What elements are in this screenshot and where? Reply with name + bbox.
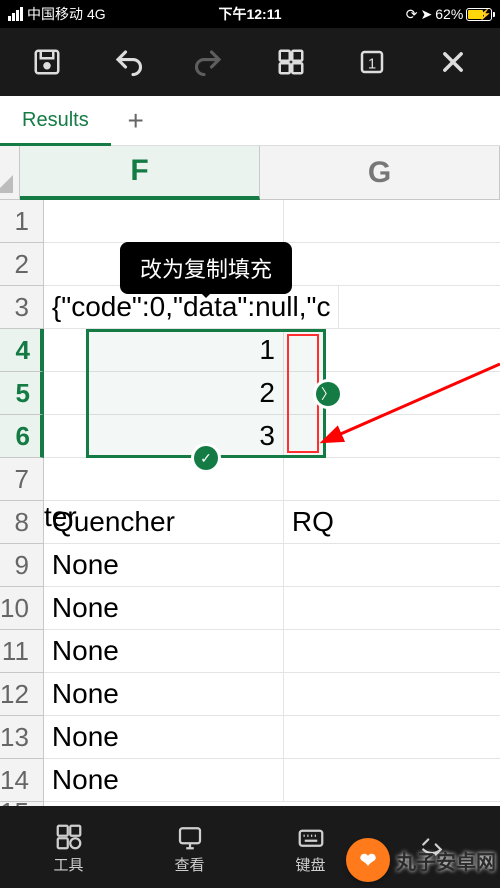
cell[interactable] xyxy=(284,544,500,587)
save-button[interactable] xyxy=(25,40,69,84)
status-right: ⟳ ➤ 62% ⚡ xyxy=(331,6,492,23)
row-header[interactable]: 1 xyxy=(0,200,44,243)
add-tab-button[interactable]: + xyxy=(111,96,161,145)
app-toolbar: 1 xyxy=(0,28,500,96)
signal-icon xyxy=(8,7,23,21)
row-header[interactable]: 11 xyxy=(0,630,44,673)
row-header[interactable]: 2 xyxy=(0,243,44,286)
bottom-tools-button[interactable]: 工具 xyxy=(8,822,129,875)
cell-F8[interactable]: Quencher xyxy=(44,501,284,544)
orientation-lock-icon: ⟳ xyxy=(406,6,418,23)
row-header[interactable]: 9 xyxy=(0,544,44,587)
network-label: 4G xyxy=(87,6,106,22)
cell[interactable] xyxy=(284,243,500,286)
clock: 下午12:11 xyxy=(169,4,330,24)
row-headers: 1 2 3 4 5 6 7 8 9 10 11 12 13 14 15 xyxy=(0,200,44,824)
column-header-F[interactable]: F xyxy=(20,146,260,200)
sheet-button[interactable]: 1 xyxy=(350,40,394,84)
cell-G13[interactable]: 1 xyxy=(284,716,500,759)
cell-F11[interactable]: None xyxy=(44,630,284,673)
cell-F6[interactable]: 3 xyxy=(44,415,284,458)
row-header[interactable]: 7 xyxy=(0,458,44,501)
tab-results[interactable]: Results xyxy=(0,96,111,145)
row-header[interactable]: 13 xyxy=(0,716,44,759)
column-header-G[interactable]: G xyxy=(260,146,500,200)
battery-pct: 62% xyxy=(435,6,463,22)
cell[interactable] xyxy=(284,329,500,372)
row-header[interactable]: 3 xyxy=(0,286,44,329)
cell-G8[interactable]: RQ xyxy=(284,501,500,544)
bottom-view-button[interactable]: 查看 xyxy=(129,822,250,875)
svg-text:1: 1 xyxy=(368,55,376,72)
layout-grid-button[interactable] xyxy=(269,40,313,84)
row-header[interactable]: 5 xyxy=(0,372,44,415)
cell-F4[interactable]: 1 xyxy=(44,329,284,372)
cell[interactable] xyxy=(44,200,284,243)
cell-G14[interactable]: 1 xyxy=(284,759,500,802)
redo-button[interactable] xyxy=(187,40,231,84)
row-header[interactable]: 14 xyxy=(0,759,44,802)
watermark-text: 丸子安卓网 xyxy=(396,846,496,875)
cell-F14[interactable]: None xyxy=(44,759,284,802)
sheet-tabs: Results + xyxy=(0,96,500,146)
select-all-corner[interactable] xyxy=(0,146,20,200)
fill-handle-right[interactable]: 〉 xyxy=(316,382,340,406)
carrier-label: 中国移动 xyxy=(27,4,83,24)
cell-F5[interactable]: 2 xyxy=(44,372,284,415)
cell-G10[interactable]: 1 xyxy=(284,587,500,630)
battery-icon xyxy=(466,8,495,21)
watermark: ❤ 丸子安卓网 xyxy=(346,838,496,882)
cell[interactable] xyxy=(44,458,284,501)
cell-E8-partial: ter xyxy=(44,501,77,533)
undo-button[interactable] xyxy=(106,40,150,84)
cell[interactable] xyxy=(284,200,500,243)
row-header[interactable]: 10 xyxy=(0,587,44,630)
watermark-badge-icon: ❤ xyxy=(346,838,390,882)
cell-F12[interactable]: None xyxy=(44,673,284,716)
cell-F9[interactable]: None xyxy=(44,544,284,587)
fill-handle-bottom[interactable]: ✓ xyxy=(194,446,218,470)
cell[interactable] xyxy=(284,458,500,501)
bottom-label: 查看 xyxy=(174,854,204,875)
row-header[interactable]: 8 xyxy=(0,501,44,544)
status-bar: 中国移动 4G 下午12:11 ⟳ ➤ 62% ⚡ xyxy=(0,0,500,28)
bottom-label: 键盘 xyxy=(295,854,325,875)
column-headers: F G xyxy=(0,146,500,200)
close-button[interactable] xyxy=(431,40,475,84)
bottom-label: 工具 xyxy=(53,854,83,875)
cell-G11[interactable]: 1 xyxy=(284,630,500,673)
cell-F13[interactable]: None xyxy=(44,716,284,759)
cell-F10[interactable]: None xyxy=(44,587,284,630)
row-header[interactable]: 6 xyxy=(0,415,44,458)
bottom-toolbar: 工具 查看 键盘 ❤ 丸子安卓网 xyxy=(0,806,500,888)
spreadsheet[interactable]: F G 1 2 3 4 5 6 7 8 9 10 11 12 13 14 15 … xyxy=(0,146,500,826)
cell[interactable] xyxy=(284,415,500,458)
cell[interactable] xyxy=(339,286,500,329)
cell-G12[interactable]: 1 xyxy=(284,673,500,716)
row-header[interactable]: 4 xyxy=(0,329,44,372)
location-icon: ➤ xyxy=(421,6,433,23)
row-header[interactable]: 12 xyxy=(0,673,44,716)
status-left: 中国移动 4G xyxy=(8,4,169,24)
fill-mode-tooltip[interactable]: 改为复制填充 xyxy=(120,242,292,294)
